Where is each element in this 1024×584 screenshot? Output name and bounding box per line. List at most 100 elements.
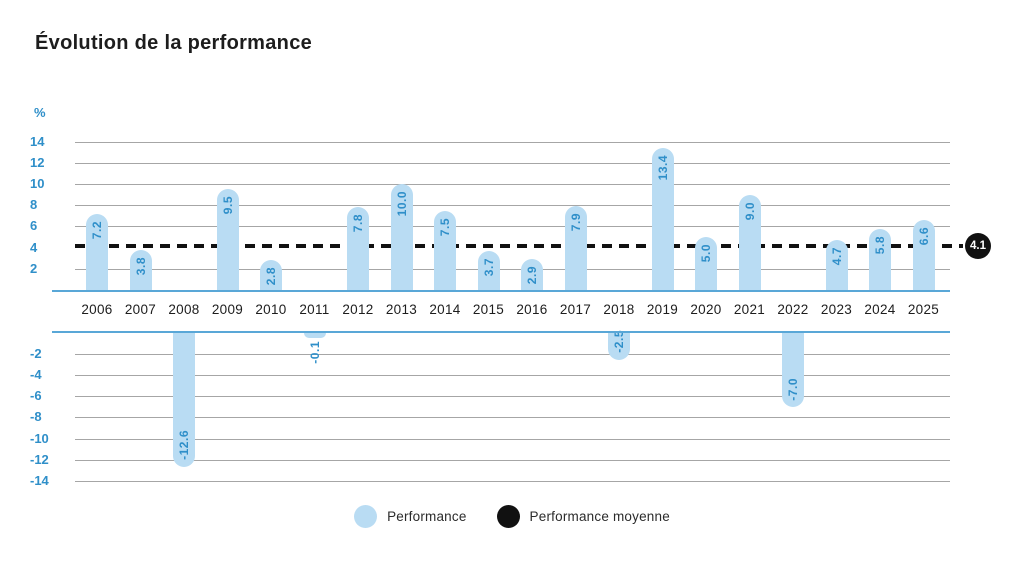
bar-value-label: -12.6 [177, 429, 191, 460]
bar-2010: 2.8 [260, 260, 282, 290]
x-axis-label-2016: 2016 [516, 302, 548, 317]
x-axis-label-2014: 2014 [429, 302, 461, 317]
y-tick-label-6: 6 [30, 218, 38, 234]
bar-2021: 9.0 [738, 194, 761, 290]
x-axis-label-2012: 2012 [342, 302, 374, 317]
y-axis-unit-label: % [34, 105, 46, 120]
y-tick-label--12: -12 [30, 451, 49, 467]
gridline-10 [75, 184, 950, 185]
bar-2009: 9.5 [216, 189, 239, 290]
zero-baseline [52, 290, 950, 292]
bar-value-label: -2.5 [612, 329, 626, 353]
bar-value-label: 10.0 [394, 191, 409, 217]
legend-item-1: Performance moyenne [496, 505, 670, 528]
x-axis-label-2024: 2024 [864, 302, 896, 317]
bar-value-label: 3.8 [133, 256, 148, 275]
bar-2017: 7.9 [564, 206, 587, 290]
bar-2019: 13.4 [651, 147, 674, 290]
chart-title: Évolution de la performance [35, 32, 313, 54]
bar-value-label: 9.5 [220, 196, 235, 215]
gridline-14 [75, 141, 950, 143]
bar-2023: 4.7 [825, 240, 848, 290]
x-axis-label-2025: 2025 [907, 302, 940, 317]
gridline--12 [75, 459, 950, 461]
gridline-8 [75, 205, 950, 207]
bar-value-label: 5.8 [873, 235, 887, 254]
bar-2022: -7.0 [782, 333, 804, 408]
bar-value-label: 6.6 [916, 227, 931, 246]
x-axis-label-2017: 2017 [559, 302, 592, 317]
bar-value-label: 7.5 [438, 217, 452, 236]
y-tick-label--10: -10 [30, 430, 49, 446]
x-axis-label-2011: 2011 [299, 302, 330, 317]
negative-axis-line [52, 331, 950, 333]
y-tick-label-12: 12 [30, 154, 45, 170]
bar-2020: 5.0 [695, 237, 717, 290]
bar-2006: 7.2 [86, 213, 108, 290]
bar-value-label: -7.0 [786, 377, 800, 401]
performance-swatch-icon [354, 505, 378, 528]
bar-2018: -2.5 [608, 329, 630, 360]
bar-2025: 6.6 [912, 220, 935, 290]
gridline--6 [75, 396, 950, 398]
bar-value-label: 7.2 [90, 220, 104, 239]
bar-value-label: -0.1 [307, 341, 322, 364]
x-axis-label-2015: 2015 [472, 302, 505, 317]
y-tick-label-10: 10 [30, 176, 45, 191]
bar-2008: -12.6 [173, 333, 195, 467]
x-axis-label-2022: 2022 [777, 302, 809, 317]
bar-2014: 7.5 [434, 210, 456, 290]
gridline--14 [75, 480, 950, 482]
legend-label: Performance moyenne [529, 509, 670, 524]
bar-2016: 2.9 [521, 259, 543, 290]
x-axis-label-2008: 2008 [168, 302, 200, 317]
x-axis-label-2010: 2010 [255, 302, 287, 317]
gridline--4 [75, 374, 950, 376]
y-tick-label--2: -2 [30, 345, 42, 361]
x-axis-label-2007: 2007 [124, 302, 157, 317]
y-tick-label--14: -14 [30, 472, 49, 488]
y-tick-label-14: 14 [30, 133, 45, 149]
legend-label: Performance [387, 509, 467, 524]
x-axis-label-2006: 2006 [81, 302, 113, 317]
bar-value-label: 7.8 [351, 214, 365, 233]
x-axis-label-2023: 2023 [820, 302, 853, 317]
x-axis-label-2020: 2020 [690, 302, 722, 317]
x-axis-label-2013: 2013 [385, 302, 418, 317]
x-axis-label-2009: 2009 [211, 302, 244, 317]
bar-value-label: 2.9 [525, 266, 539, 285]
y-tick-label-4: 4 [30, 239, 38, 255]
bar-2024: 5.8 [869, 228, 891, 290]
x-axis-label-2018: 2018 [603, 302, 635, 317]
average-badge-value: 4.1 [970, 240, 986, 252]
average-dashed-line [75, 244, 963, 248]
performance-moyenne-swatch-icon [496, 505, 520, 528]
average-badge: 4.1 [965, 233, 991, 259]
y-tick-label-2: 2 [30, 260, 38, 276]
x-axis-label-2019: 2019 [646, 302, 679, 317]
bar-2012: 7.8 [347, 207, 369, 290]
bar-value-label: 4.7 [829, 247, 844, 266]
gridline-6 [75, 226, 950, 228]
bar-2011: -0.1 [303, 333, 326, 364]
bar-2007: 3.8 [129, 249, 152, 290]
bar-value-label: 9.0 [742, 201, 757, 220]
gridline--10 [75, 438, 950, 440]
y-tick-label--6: -6 [30, 388, 42, 404]
y-tick-label--8: -8 [30, 409, 42, 425]
legend-item-0: Performance [354, 505, 466, 528]
bar-value-label: 5.0 [699, 244, 713, 263]
y-tick-label-8: 8 [30, 197, 38, 213]
bar-value-label: 3.7 [481, 257, 496, 276]
bar-value-label: 2.8 [264, 267, 278, 286]
gridline-2 [75, 268, 950, 270]
bar-2013: 10.0 [390, 184, 413, 290]
gridline-12 [75, 162, 950, 164]
bar-value-label: 7.9 [568, 213, 583, 232]
bar-2015: 3.7 [477, 250, 500, 290]
gridline--2 [75, 353, 950, 355]
gridline--8 [75, 417, 950, 419]
bar-value-label: 13.4 [655, 154, 670, 181]
